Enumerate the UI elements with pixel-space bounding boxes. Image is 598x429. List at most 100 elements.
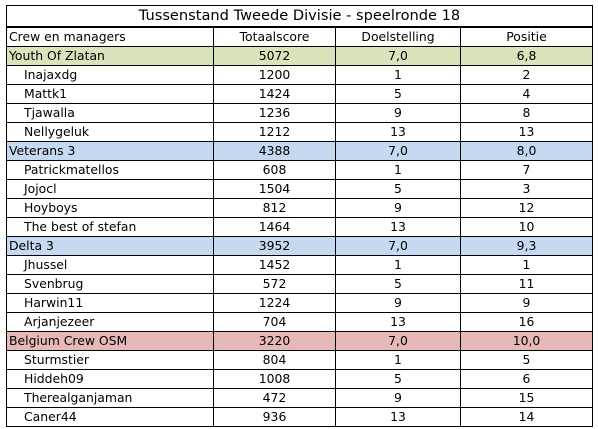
- table-title: Tussenstand Tweede Divisie - speelronde …: [6, 5, 593, 28]
- player-name: Hiddeh09: [6, 369, 214, 389]
- team-name: Belgium Crew OSM: [6, 331, 214, 351]
- team-position: 10,0: [460, 331, 593, 351]
- team-row-belgium-crew-osm: Belgium Crew OSM 3220 7,0 10,0: [6, 331, 593, 351]
- player-total: 1464: [213, 217, 336, 237]
- player-goal: 1: [335, 255, 461, 275]
- player-position: 2: [460, 65, 593, 85]
- player-goal: 5: [335, 274, 461, 294]
- player-position: 4: [460, 84, 593, 104]
- player-total: 1008: [213, 369, 336, 389]
- player-goal: 9: [335, 198, 461, 218]
- player-name: Tjawalla: [6, 103, 214, 123]
- player-total: 936: [213, 407, 336, 427]
- player-row: Arjanjezeer 704 13 16: [6, 312, 593, 332]
- player-name: Harwin11: [6, 293, 214, 313]
- player-total: 1224: [213, 293, 336, 313]
- team-name: Delta 3: [6, 236, 214, 256]
- team-total: 3220: [213, 331, 336, 351]
- player-row: Svenbrug 572 5 11: [6, 274, 593, 294]
- team-goal: 7,0: [335, 331, 461, 351]
- column-header-position: Positie: [460, 26, 593, 47]
- player-row: Harwin11 1224 9 9: [6, 293, 593, 313]
- team-goal: 7,0: [335, 141, 461, 161]
- column-header-name: Crew en managers: [6, 26, 214, 47]
- player-goal: 13: [335, 217, 461, 237]
- team-goal: 7,0: [335, 46, 461, 66]
- player-position: 5: [460, 350, 593, 370]
- standings-table: Tussenstand Tweede Divisie - speelronde …: [6, 5, 593, 427]
- player-position: 6: [460, 369, 593, 389]
- player-name: Jhussel: [6, 255, 214, 275]
- title-row: Tussenstand Tweede Divisie - speelronde …: [6, 5, 593, 28]
- team-row-veterans-3: Veterans 3 4388 7,0 8,0: [6, 141, 593, 161]
- team-row-youth-of-zlatan: Youth Of Zlatan 5072 7,0 6,8: [6, 46, 593, 66]
- column-header-goal: Doelstelling: [335, 26, 461, 47]
- player-total: 1236: [213, 103, 336, 123]
- team-total: 4388: [213, 141, 336, 161]
- player-row: Patrickmatellos 608 1 7: [6, 160, 593, 180]
- team-position: 8,0: [460, 141, 593, 161]
- player-row: Sturmstier 804 1 5: [6, 350, 593, 370]
- player-position: 11: [460, 274, 593, 294]
- player-goal: 13: [335, 407, 461, 427]
- player-name: Therealganjaman: [6, 388, 214, 408]
- player-goal: 1: [335, 65, 461, 85]
- player-position: 16: [460, 312, 593, 332]
- player-name: Hoyboys: [6, 198, 214, 218]
- player-total: 1212: [213, 122, 336, 142]
- player-name: Jojocl: [6, 179, 214, 199]
- player-total: 1200: [213, 65, 336, 85]
- player-total: 572: [213, 274, 336, 294]
- player-row: Jhussel 1452 1 1: [6, 255, 593, 275]
- player-goal: 13: [335, 312, 461, 332]
- player-total: 1424: [213, 84, 336, 104]
- player-goal: 13: [335, 122, 461, 142]
- player-goal: 1: [335, 160, 461, 180]
- player-row: Caner44 936 13 14: [6, 407, 593, 427]
- player-position: 1: [460, 255, 593, 275]
- player-row: Mattk1 1424 5 4: [6, 84, 593, 104]
- player-goal: 9: [335, 293, 461, 313]
- player-goal: 9: [335, 388, 461, 408]
- player-name: Mattk1: [6, 84, 214, 104]
- player-name: Arjanjezeer: [6, 312, 214, 332]
- player-position: 8: [460, 103, 593, 123]
- player-row: Tjawalla 1236 9 8: [6, 103, 593, 123]
- player-position: 15: [460, 388, 593, 408]
- player-position: 7: [460, 160, 593, 180]
- team-position: 9,3: [460, 236, 593, 256]
- team-goal: 7,0: [335, 236, 461, 256]
- player-row: Therealganjaman 472 9 15: [6, 388, 593, 408]
- column-header-total: Totaalscore: [213, 26, 336, 47]
- player-name: Sturmstier: [6, 350, 214, 370]
- player-total: 608: [213, 160, 336, 180]
- player-goal: 5: [335, 179, 461, 199]
- player-goal: 1: [335, 350, 461, 370]
- player-position: 13: [460, 122, 593, 142]
- player-total: 1504: [213, 179, 336, 199]
- player-name: Nellygeluk: [6, 122, 214, 142]
- player-row: Nellygeluk 1212 13 13: [6, 122, 593, 142]
- player-position: 14: [460, 407, 593, 427]
- player-name: Caner44: [6, 407, 214, 427]
- player-position: 3: [460, 179, 593, 199]
- team-row-delta-3: Delta 3 3952 7,0 9,3: [6, 236, 593, 256]
- team-position: 6,8: [460, 46, 593, 66]
- header-row: Crew en managers Totaalscore Doelstellin…: [6, 26, 593, 47]
- player-goal: 9: [335, 103, 461, 123]
- player-total: 704: [213, 312, 336, 332]
- player-name: Svenbrug: [6, 274, 214, 294]
- team-total: 5072: [213, 46, 336, 66]
- player-row: The best of stefan 1464 13 10: [6, 217, 593, 237]
- player-name: The best of stefan: [6, 217, 214, 237]
- player-total: 804: [213, 350, 336, 370]
- player-goal: 5: [335, 84, 461, 104]
- player-row: Jojocl 1504 5 3: [6, 179, 593, 199]
- player-position: 9: [460, 293, 593, 313]
- standings-sheet: Tussenstand Tweede Divisie - speelronde …: [6, 5, 593, 427]
- team-name: Youth Of Zlatan: [6, 46, 214, 66]
- player-row: Inajaxdg 1200 1 2: [6, 65, 593, 85]
- player-position: 10: [460, 217, 593, 237]
- player-total: 1452: [213, 255, 336, 275]
- player-position: 12: [460, 198, 593, 218]
